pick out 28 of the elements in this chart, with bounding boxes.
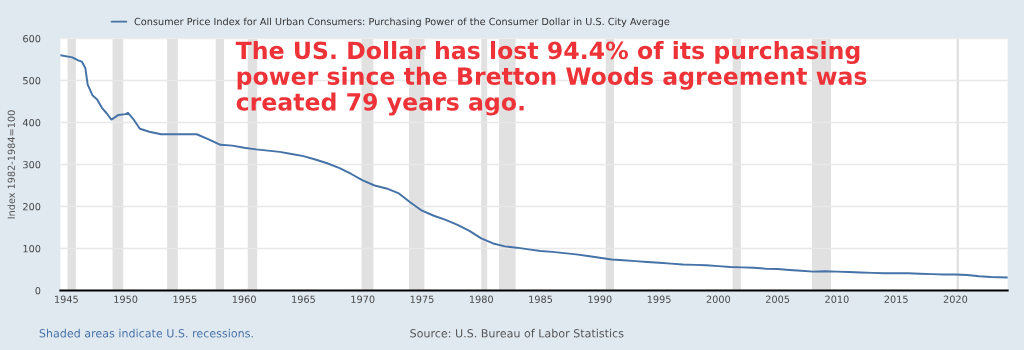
x-tick-label: 1950 [114,295,138,303]
annotation: The US. Dollar has lost 94.4% of its purchasing power since the Bretton Woods agreement was created 79 years ago. [235,41,867,116]
y-axis-title: Index 1982-1984=100 [7,110,15,219]
x-tick-label: 2000 [706,295,731,303]
text: Shaded areas indicate U.S. recessions. [39,328,253,338]
x-tick-label: 1955 [173,295,197,303]
y-tick-label: 300 [23,160,41,169]
y-tick-label: 0 [35,286,41,295]
x-tick-label: 2010 [825,295,849,303]
y-tick-label: 100 [23,244,41,253]
x-tick-label: 1990 [588,295,612,303]
y-tick-label: 500 [23,76,41,85]
x-tick-label: 2020 [943,295,968,303]
x-tick-label: 1970 [351,295,375,303]
x-tick-label: 1960 [232,295,256,303]
x-tick-label: 1995 [647,295,671,303]
x-tick-label: 1965 [292,295,315,303]
x-tick-label: 1975 [410,295,434,303]
source-note: Source: U.S. Bureau of Labor Statistics [410,328,624,338]
y-tick-label: 200 [23,202,41,211]
y-tick-label: 600 [23,34,41,43]
x-tick-label: 2015 [884,295,908,303]
x-tick-label: 1980 [469,295,493,303]
x-tick-label: 2005 [765,295,790,303]
y-tick-label: 400 [22,118,41,127]
x-tick-label: 1945 [55,295,78,303]
x-tick-label: 1985 [529,295,553,303]
legend-label: Consumer Price Index for All Urban Consumers: Purchasing Power of the Consumer Dollar in U.S. City Average [134,17,670,28]
